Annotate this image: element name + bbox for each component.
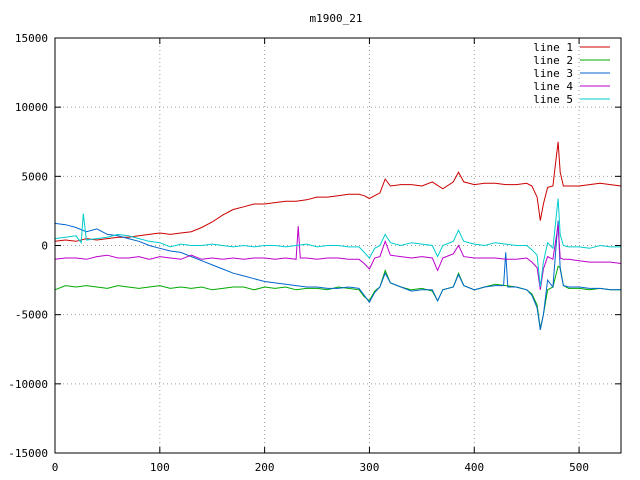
y-tick-label: -15000 — [8, 447, 48, 460]
series-line-1 — [54, 141, 622, 242]
x-tick-label: 300 — [360, 461, 380, 474]
legend-label-5: line 5 — [533, 93, 573, 106]
x-tick-label: 100 — [150, 461, 170, 474]
legend-label-1: line 1 — [533, 41, 573, 54]
series-lines — [54, 141, 622, 330]
series-line-5 — [54, 198, 621, 288]
x-tick-label: 400 — [464, 461, 484, 474]
y-tick-label: 10000 — [15, 101, 48, 114]
y-tick-label: 0 — [41, 240, 48, 253]
legend-label-3: line 3 — [533, 67, 573, 80]
x-tick-label: 500 — [569, 461, 589, 474]
axis-ticks: -15000 -10000 -5000 0 5000 10000 15000 0 100 200 3… — [8, 32, 621, 474]
chart-title: m1900_21 — [310, 12, 363, 25]
legend-label-2: line 2 — [533, 54, 573, 67]
legend-label-4: line 4 — [533, 80, 573, 93]
y-tick-label: -10000 — [8, 378, 48, 391]
series-line-4 — [54, 224, 622, 290]
y-tick-label: 15000 — [15, 32, 48, 45]
x-tick-label: 0 — [52, 461, 59, 474]
y-tick-label: 5000 — [22, 170, 49, 183]
series-line-3 — [54, 220, 621, 330]
x-tick-label: 200 — [255, 461, 275, 474]
y-tick-label: -5000 — [15, 309, 48, 322]
